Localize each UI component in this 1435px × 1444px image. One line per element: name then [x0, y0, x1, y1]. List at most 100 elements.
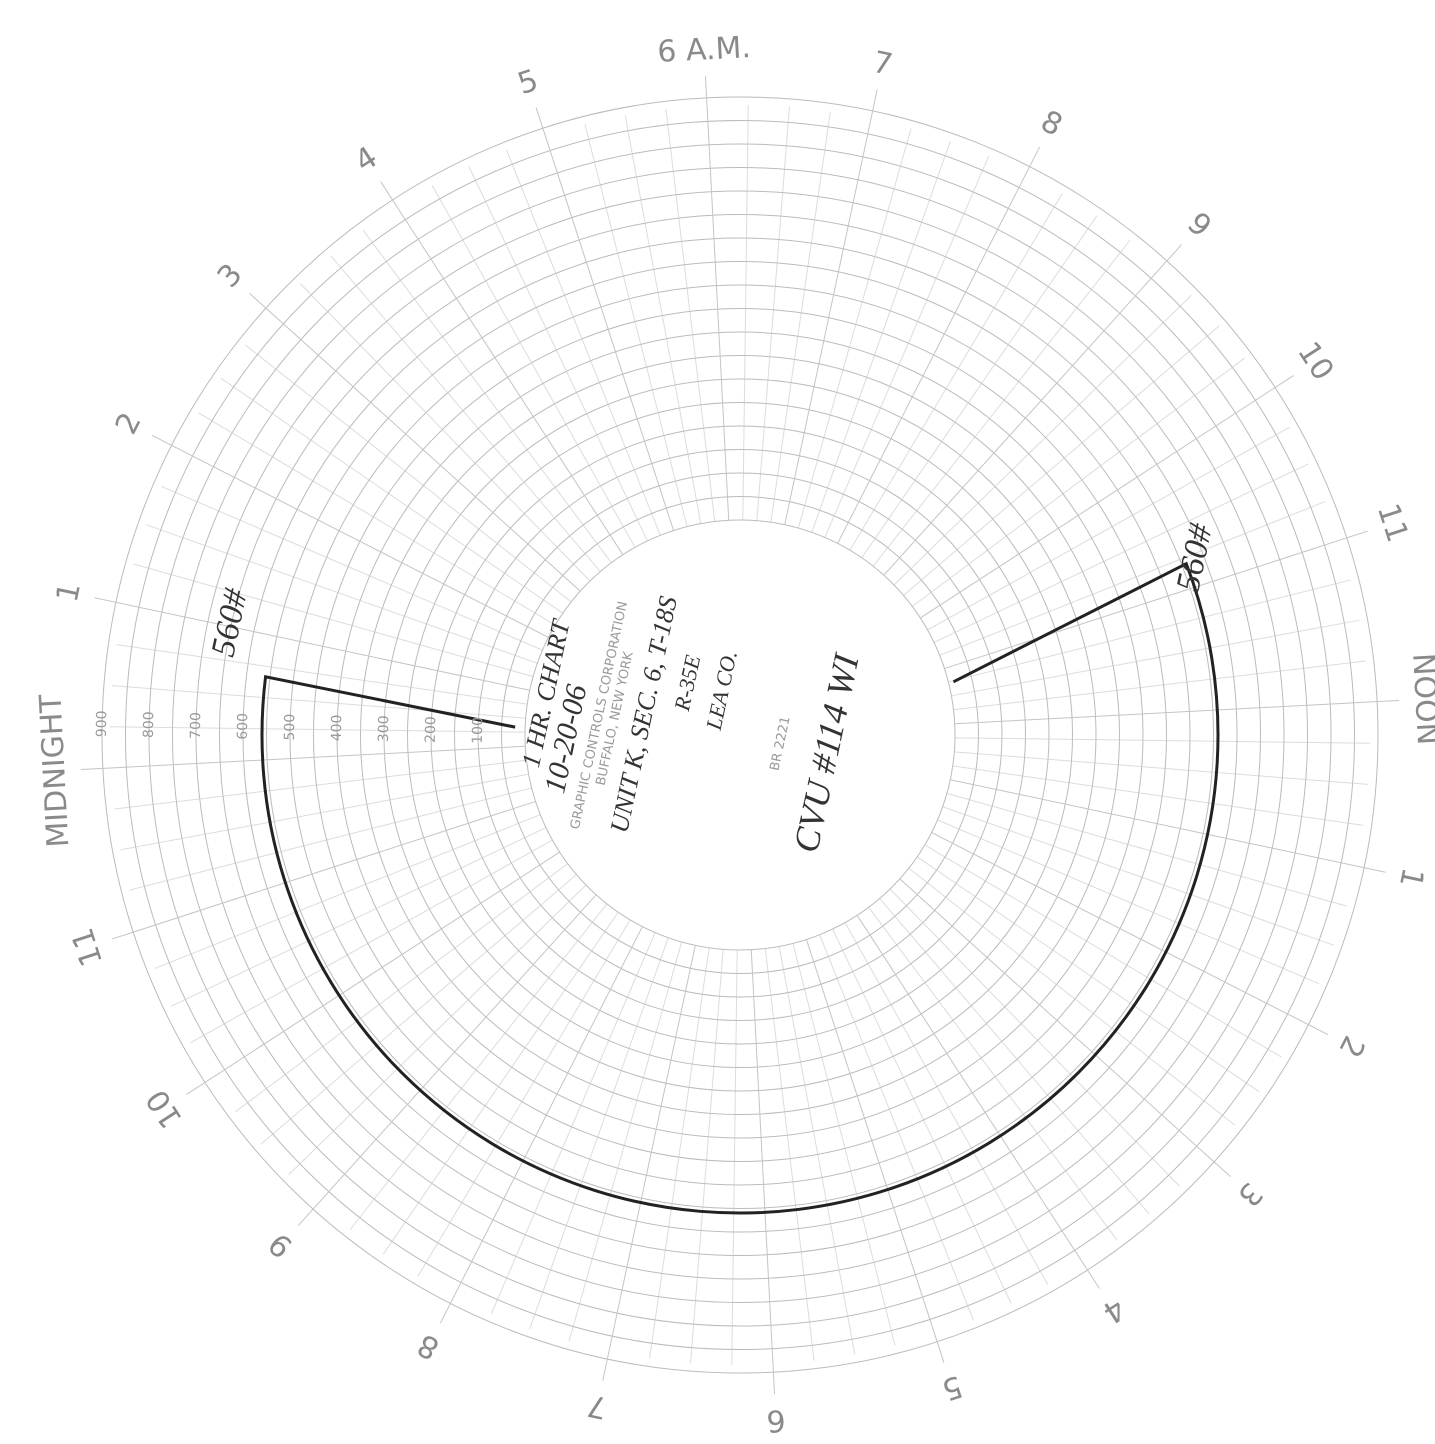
- well: CVU #114 WI: [786, 649, 867, 856]
- ring: [195, 190, 1285, 1280]
- grid: [80, 75, 1400, 1395]
- radial-line: [952, 765, 1364, 826]
- radial-line: [856, 915, 1100, 1289]
- radial-line: [116, 644, 528, 705]
- hour-label: 3: [1230, 1175, 1269, 1213]
- radial-line: [602, 945, 696, 1381]
- hour-label: 11: [65, 923, 110, 970]
- ring: [289, 284, 1191, 1186]
- radial-line: [942, 806, 1335, 946]
- hour-label: 6 A.M.: [656, 30, 751, 70]
- scale-label: 700: [188, 712, 204, 739]
- radial-line: [939, 501, 1326, 656]
- radial-line: [933, 463, 1309, 643]
- radial-line: [889, 888, 1180, 1187]
- radial-line: [837, 146, 1041, 544]
- radial-line: [490, 932, 656, 1315]
- scale-label: 600: [235, 713, 251, 740]
- hour-label: 8: [1035, 104, 1068, 144]
- radial-line: [114, 759, 527, 810]
- radial-line: [805, 939, 945, 1363]
- scale-label: 800: [141, 711, 157, 738]
- radial-line: [260, 874, 577, 1145]
- radial-line: [792, 943, 896, 1346]
- ring: [477, 472, 1003, 998]
- hour-label: 1: [1392, 865, 1430, 891]
- pen-trace: [260, 561, 1220, 1215]
- radial-line: [883, 244, 1182, 576]
- radial-line: [665, 109, 716, 522]
- radial-line: [249, 293, 581, 592]
- radial-line: [861, 215, 1098, 559]
- radial-line: [529, 937, 669, 1330]
- radial-line: [953, 660, 1366, 711]
- scale-label: 900: [94, 710, 110, 737]
- radial-line: [954, 699, 1400, 725]
- radial-line: [110, 726, 526, 733]
- radial-line: [129, 787, 532, 891]
- radial-line: [731, 949, 738, 1365]
- radial-line: [568, 941, 683, 1342]
- radial-line: [778, 946, 856, 1355]
- radial-line: [931, 832, 1329, 1036]
- radial-line: [624, 115, 702, 524]
- radial-line: [950, 779, 1386, 873]
- radial-line: [160, 485, 543, 651]
- hour-label: 10: [140, 1083, 190, 1134]
- radial-line: [849, 193, 1063, 551]
- radial-line: [954, 737, 1370, 744]
- radial-line: [879, 898, 1150, 1215]
- radial-line: [704, 75, 730, 521]
- ring: [148, 143, 1332, 1327]
- hub-ring: [524, 519, 956, 951]
- ring: [313, 308, 1167, 1162]
- radial-line: [819, 934, 974, 1321]
- hour-label: NOON: [1405, 652, 1435, 746]
- radial-line: [362, 229, 612, 564]
- radial-line: [911, 357, 1246, 607]
- radial-line: [506, 149, 661, 536]
- hour-label: 5: [514, 63, 543, 102]
- hour-label: 9: [1180, 206, 1218, 245]
- ring: [360, 355, 1120, 1115]
- hour-label: 6: [765, 1402, 786, 1438]
- radial-line: [584, 124, 688, 527]
- radial-line: [190, 839, 553, 1044]
- scale-label: 400: [329, 714, 345, 741]
- hour-label: 1: [50, 579, 88, 605]
- radial-line: [349, 903, 608, 1231]
- form-number: BR 2221: [768, 715, 794, 772]
- radial-line: [811, 140, 951, 533]
- ring: [242, 237, 1238, 1233]
- ring: [219, 214, 1261, 1256]
- hour-label: MIDNIGHT: [33, 693, 76, 849]
- hour-label: 9: [262, 1225, 300, 1264]
- radial-line: [94, 597, 530, 691]
- scale-label: 300: [376, 715, 392, 742]
- ring: [454, 449, 1026, 1021]
- ring: [101, 96, 1379, 1374]
- radial-line: [944, 530, 1368, 670]
- ring: [266, 261, 1214, 1209]
- radial-line: [920, 375, 1294, 619]
- ring: [336, 331, 1144, 1139]
- radial-line: [145, 524, 538, 664]
- radial-line: [151, 434, 549, 638]
- radial-line: [903, 325, 1220, 596]
- hour-label: 7: [584, 1387, 610, 1425]
- radial-line: [288, 884, 587, 1175]
- hour-label: 2: [1331, 1030, 1371, 1063]
- county: LEA CO.: [701, 648, 742, 733]
- radial-line: [382, 911, 619, 1255]
- hour-label: 3: [211, 257, 250, 295]
- radial-line: [417, 919, 631, 1277]
- radial-line: [948, 579, 1351, 683]
- ring: [501, 496, 979, 974]
- radial-line: [797, 128, 912, 529]
- hour-label: 7: [870, 45, 896, 83]
- hour-label: 5: [937, 1368, 966, 1407]
- radial-line: [244, 344, 572, 603]
- scale-label: 100: [470, 717, 486, 744]
- scale-label: 200: [423, 716, 439, 743]
- reading-end: 560#: [1170, 520, 1221, 595]
